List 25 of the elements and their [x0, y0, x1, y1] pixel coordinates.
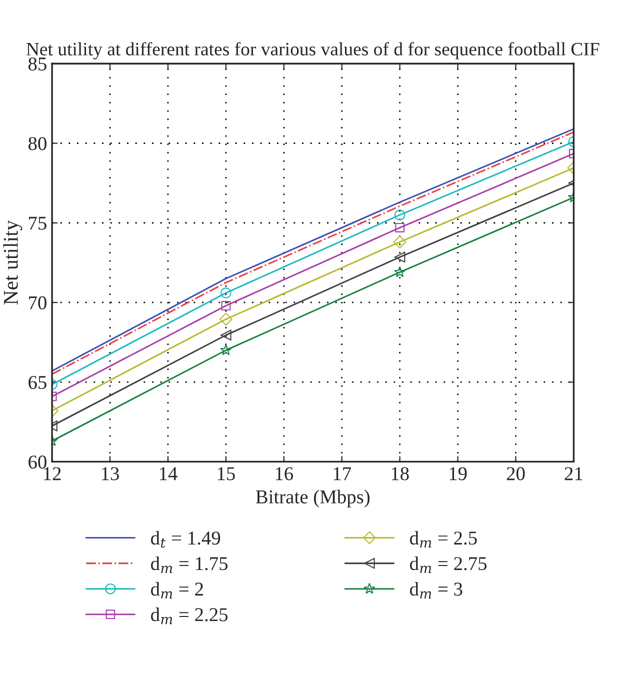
x-tick-label: 13 — [102, 467, 119, 480]
legend-label: d$_{m}$ = 2.5 — [410, 530, 477, 548]
x-tick-label: 17 — [334, 467, 352, 480]
y-tick-label: 60 — [28, 456, 46, 469]
x-tick-label: 18 — [392, 467, 409, 480]
x-tick-label: 20 — [506, 467, 525, 480]
legend-label: d$_{m}$ = 2.25 — [150, 608, 228, 624]
x-axis-title: Bitrate (Mbps) — [256, 490, 370, 508]
y-tick-label: 85 — [28, 57, 46, 71]
y-tick-label: 65 — [28, 376, 46, 390]
y-tick-label: 75 — [29, 216, 46, 230]
legend-label: d$_{t}$ = 1.49 — [150, 530, 220, 548]
x-tick-label: 15 — [218, 467, 235, 480]
y-axis-title: Net utility — [3, 220, 22, 305]
y-tick-label: 70 — [29, 296, 46, 310]
x-tick-label: 19 — [450, 467, 467, 480]
legend-label: d$_{m}$ = 1.75 — [150, 556, 228, 574]
legend-label: d$_{m}$ = 2.75 — [410, 556, 487, 574]
legend-label: d$_{m}$ = 2 — [150, 582, 203, 599]
x-tick-label: 14 — [160, 467, 178, 480]
x-tick-label: 21 — [564, 467, 582, 480]
x-tick-label: 12 — [44, 467, 61, 480]
x-tick-label: 16 — [276, 467, 294, 480]
legend-label: d$_{m}$ = 3 — [410, 582, 462, 599]
y-tick-label: 80 — [28, 137, 46, 150]
